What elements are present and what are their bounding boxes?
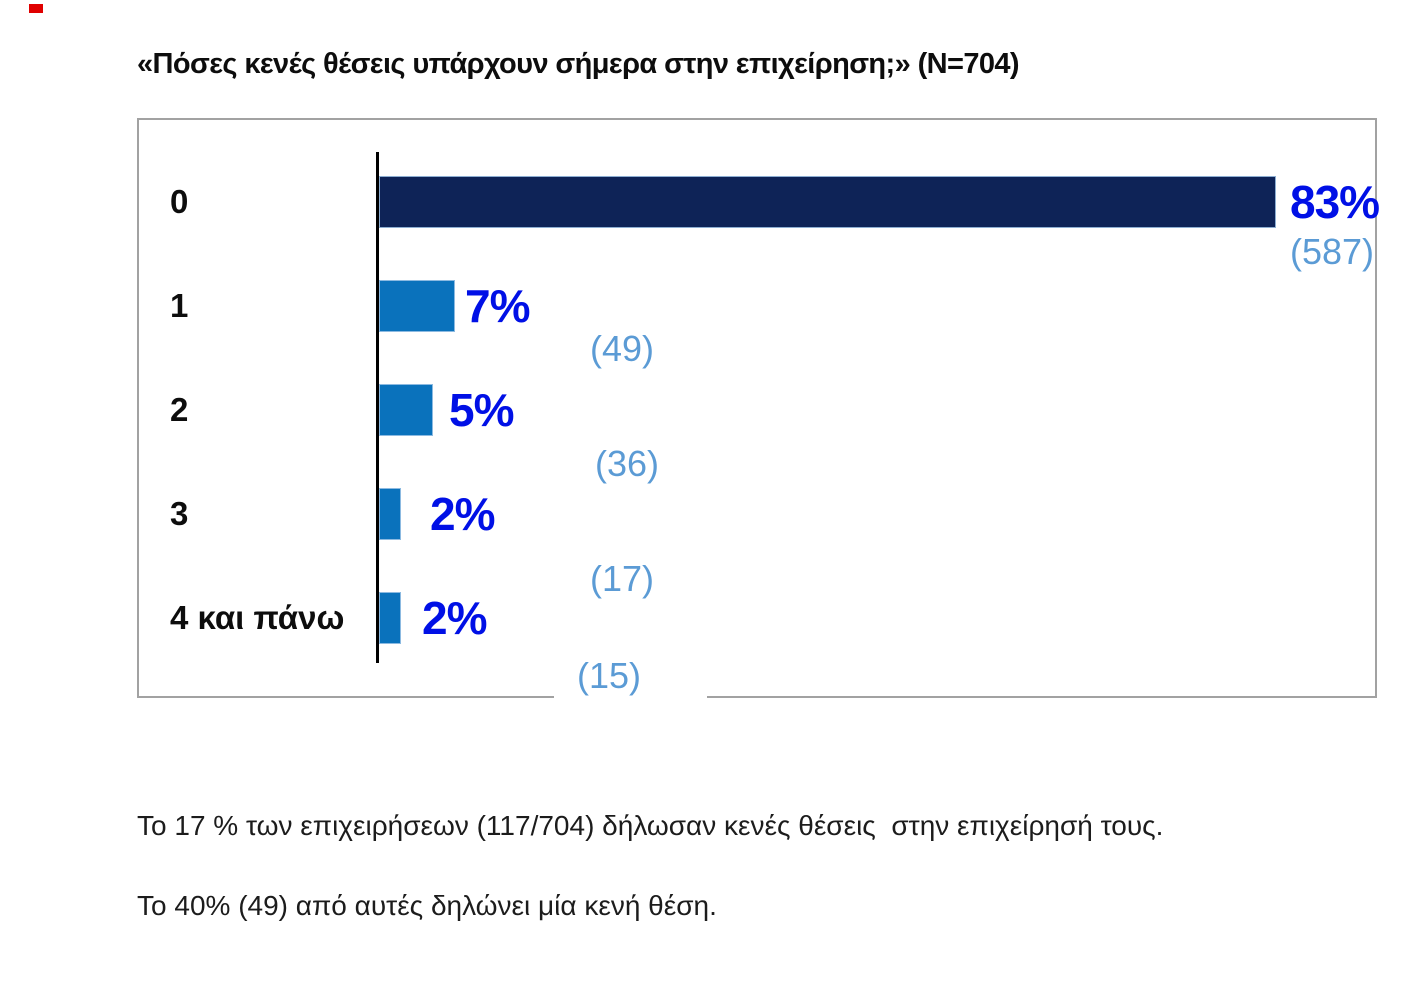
percent-label: 5%: [449, 384, 514, 436]
percent-label: 2%: [430, 488, 495, 540]
bar: [379, 592, 401, 644]
category-label: 2: [170, 391, 189, 428]
red-mark: [29, 4, 43, 13]
axis-line: [376, 152, 379, 663]
count-label: (17): [590, 558, 655, 599]
chart-frame: 0 83% (587) 1 7% (49) 2 5% (36) 3 2% (17) 4 και πάνω…: [137, 118, 1380, 699]
percent-label: 2%: [422, 592, 487, 644]
bar: [379, 384, 433, 436]
category-label: 4 και πάνω: [170, 599, 345, 636]
note-summary-vacancies: Το 17 % των επιχειρήσεων (117/704) δήλωσ…: [137, 810, 1164, 841]
bar: [379, 280, 455, 332]
bar: [379, 488, 401, 540]
percent-label: 83%: [1290, 176, 1380, 228]
count-label: (587): [1290, 231, 1375, 272]
count-label: (15): [554, 653, 707, 699]
count-label: (36): [595, 443, 660, 484]
count-label: (49): [590, 328, 655, 369]
note-summary-one-vacancy: Το 40% (49) από αυτές δηλώνει μία κενή θ…: [137, 890, 717, 921]
category-label: 3: [170, 495, 189, 532]
category-label: 1: [170, 287, 189, 324]
bar: [379, 176, 1276, 228]
percent-label: 7%: [465, 280, 530, 332]
category-label: 0: [170, 183, 189, 220]
chart-title: «Πόσες κενές θέσεις υπάρχουν σήμερα στην…: [137, 48, 1020, 80]
